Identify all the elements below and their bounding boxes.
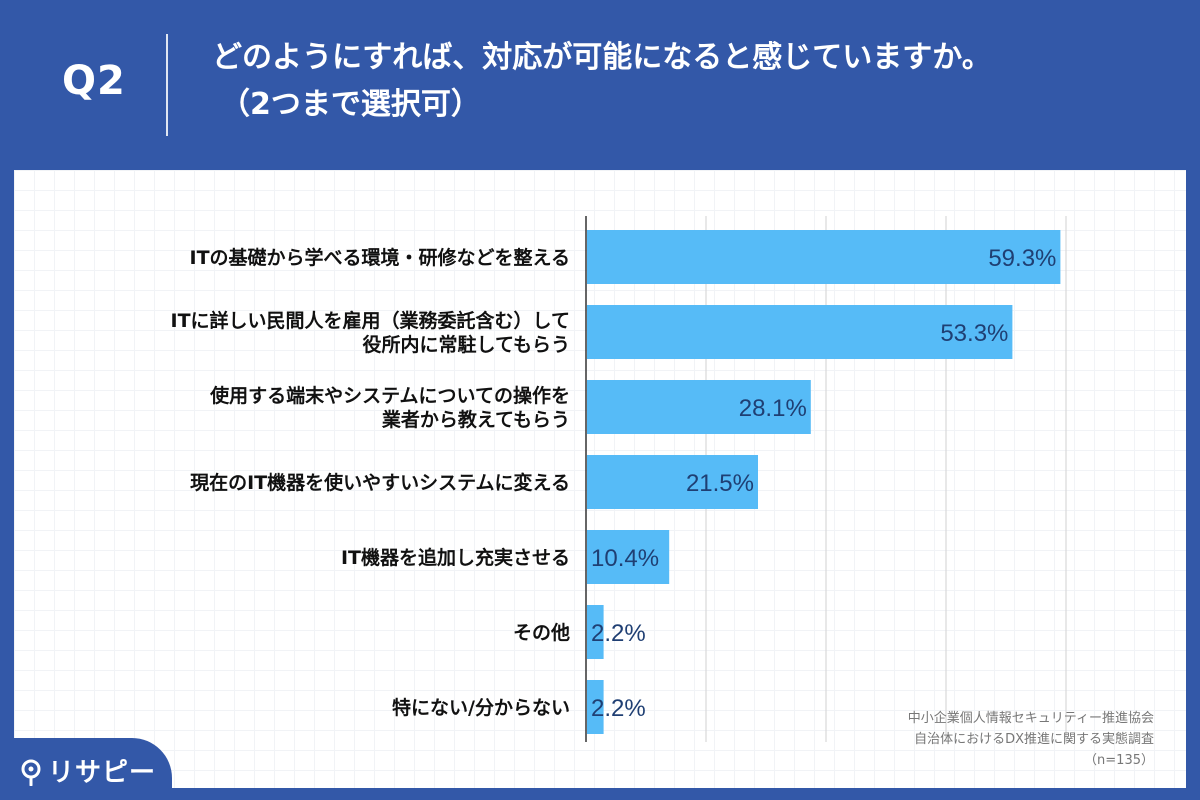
value-label-6: 2.2% bbox=[591, 695, 646, 722]
category-label-2-line-1: 業者から教えてもらう bbox=[381, 408, 570, 431]
category-label-1-line-0: ITに詳しい民間人を雇用（業務委託含む）して bbox=[171, 309, 570, 332]
source-sample-size: （n=135） bbox=[1084, 753, 1154, 768]
bar-1 bbox=[587, 305, 1013, 359]
category-label-1: ITに詳しい民間人を雇用（業務委託含む）して役所内に常駐してもらう bbox=[171, 309, 570, 356]
category-label-2: 使用する端末やシステムについての操作を業者から教えてもらう bbox=[209, 384, 570, 431]
source-survey: 自治体におけるDX推進に関する実態調査 bbox=[914, 732, 1154, 747]
value-label-1: 53.3% bbox=[940, 320, 1008, 347]
bar-0 bbox=[587, 230, 1061, 284]
category-label-5-line-0: その他 bbox=[513, 621, 570, 644]
category-label-1-line-1: 役所内に常駐してもらう bbox=[363, 333, 570, 356]
chart-panel: 59.3% ITの基礎から学べる環境・研修などを整える 53.3% ITに詳しい民間人… bbox=[14, 170, 1186, 788]
category-label-5: その他 bbox=[513, 621, 570, 644]
bar-4 bbox=[587, 530, 670, 584]
value-label-2: 28.1% bbox=[739, 395, 807, 422]
category-label-3-line-0: 現在のIT機器を使いやすいシステムに変える bbox=[190, 471, 570, 494]
brand-name: リサピー bbox=[48, 758, 157, 788]
header-divider bbox=[166, 34, 168, 136]
bar-3 bbox=[587, 455, 758, 509]
bar-5 bbox=[587, 605, 604, 659]
value-label-0: 59.3% bbox=[988, 245, 1056, 272]
category-label-4-line-0: IT機器を追加し充実させる bbox=[341, 546, 570, 569]
question-text: どのようにすれば、対応が可能になると感じていますか。 （2つまで選択可） bbox=[212, 34, 1172, 128]
value-label-5: 2.2% bbox=[591, 620, 646, 647]
question-number: Q2 bbox=[62, 58, 126, 104]
category-label-3: 現在のIT機器を使いやすいシステムに変える bbox=[190, 471, 570, 494]
question-line-2: （2つまで選択可） bbox=[220, 87, 481, 122]
source-note: 中小企業個人情報セキュリティー推進協会 自治体におけるDX推進に関する実態調査 … bbox=[908, 708, 1154, 771]
category-label-6-line-0: 特にない/分からない bbox=[392, 697, 570, 719]
question-line-1: どのようにすれば、対応が可能になると感じていますか。 bbox=[212, 40, 992, 75]
question-header: Q2 どのようにすれば、対応が可能になると感じていますか。 （2つまで選択可） bbox=[0, 0, 1200, 170]
category-label-0-line-0: ITの基礎から学べる環境・研修などを整える bbox=[190, 246, 570, 269]
source-org: 中小企業個人情報セキュリティー推進協会 bbox=[907, 711, 1154, 726]
value-label-3: 21.5% bbox=[686, 470, 754, 497]
bar-6 bbox=[587, 680, 604, 734]
brand-logo: リサピー bbox=[0, 738, 172, 800]
bar-2 bbox=[587, 380, 811, 434]
category-label-4: IT機器を追加し充実させる bbox=[341, 546, 570, 569]
bar-chart: 59.3% ITの基礎から学べる環境・研修などを整える 53.3% ITに詳しい民間人… bbox=[171, 216, 1067, 742]
category-label-6: 特にない/分からない bbox=[392, 697, 570, 719]
location-pin-icon bbox=[21, 759, 41, 786]
category-label-2-line-0: 使用する端末やシステムについての操作を bbox=[209, 384, 570, 407]
value-label-4: 10.4% bbox=[591, 545, 659, 572]
category-label-0: ITの基礎から学べる環境・研修などを整える bbox=[190, 246, 570, 269]
